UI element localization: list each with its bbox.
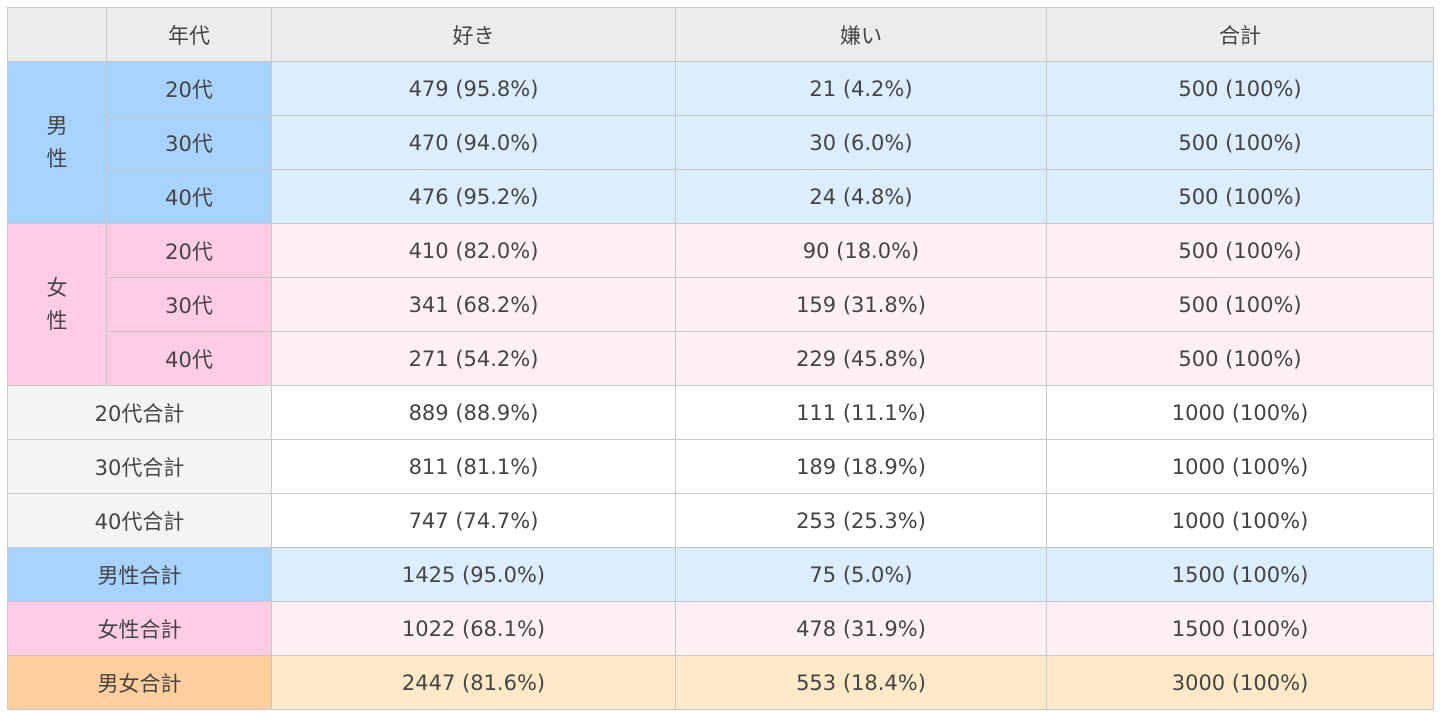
header-row: 年代 好き 嫌い 合計 — [7, 7, 1434, 62]
like-cell: 811 (81.1%) — [271, 439, 676, 494]
table-row: 男性 20代 479 (95.8%) 21 (4.2%) 500 (100%) — [7, 61, 1434, 224]
age-cell: 30代 — [106, 277, 272, 332]
gender-label-female: 女性 — [7, 223, 107, 386]
subtotal-label: 20代合計 — [7, 385, 272, 440]
male-total-row: 男性合計 1425 (95.0%) 75 (5.0%) 1500 (100%) — [7, 547, 1434, 602]
header-age: 年代 — [106, 7, 272, 62]
total-cell: 500 (100%) — [1046, 61, 1434, 116]
grand-total-row: 男女合計 2447 (81.6%) 553 (18.4%) 3000 (100%… — [7, 655, 1434, 710]
female-total-row: 女性合計 1022 (68.1%) 478 (31.9%) 1500 (100%… — [7, 601, 1434, 656]
like-cell: 1022 (68.1%) — [271, 601, 676, 656]
dislike-cell: 189 (18.9%) — [675, 439, 1047, 494]
header-total: 合計 — [1046, 7, 1434, 62]
like-cell: 476 (95.2%) — [271, 169, 676, 224]
header-corner-cell — [7, 7, 107, 62]
like-cell: 2447 (81.6%) — [271, 655, 676, 710]
total-cell: 500 (100%) — [1046, 277, 1434, 332]
dislike-cell: 553 (18.4%) — [675, 655, 1047, 710]
header-like: 好き — [271, 7, 676, 62]
dislike-cell: 159 (31.8%) — [675, 277, 1047, 332]
total-cell: 1000 (100%) — [1046, 439, 1434, 494]
table-row: 女性 20代 410 (82.0%) 90 (18.0%) 500 (100%) — [7, 223, 1434, 386]
table-row: 30代 341 (68.2%) 159 (31.8%) 500 (100%) — [8, 277, 1434, 332]
dislike-cell: 253 (25.3%) — [675, 493, 1047, 548]
female-total-label: 女性合計 — [7, 601, 272, 656]
dislike-cell: 21 (4.2%) — [675, 61, 1047, 116]
subtotal-row: 40代合計 747 (74.7%) 253 (25.3%) 1000 (100%… — [7, 493, 1434, 548]
total-cell: 3000 (100%) — [1046, 655, 1434, 710]
age-cell: 40代 — [106, 169, 272, 224]
dislike-cell: 478 (31.9%) — [675, 601, 1047, 656]
like-cell: 410 (82.0%) — [271, 223, 676, 278]
like-cell: 1425 (95.0%) — [271, 547, 676, 602]
dislike-cell: 75 (5.0%) — [675, 547, 1047, 602]
dislike-cell: 24 (4.8%) — [675, 169, 1047, 224]
subtotal-label: 30代合計 — [7, 439, 272, 494]
age-cell: 40代 — [106, 331, 272, 386]
table-row: 30代 470 (94.0%) 30 (6.0%) 500 (100%) — [8, 115, 1434, 170]
subtotal-row: 20代合計 889 (88.9%) 111 (11.1%) 1000 (100%… — [7, 385, 1434, 440]
like-cell: 747 (74.7%) — [271, 493, 676, 548]
total-cell: 1000 (100%) — [1046, 385, 1434, 440]
total-cell: 500 (100%) — [1046, 115, 1434, 170]
dislike-cell: 111 (11.1%) — [675, 385, 1047, 440]
table-row: 40代 271 (54.2%) 229 (45.8%) 500 (100%) — [8, 331, 1434, 386]
subtotal-row: 30代合計 811 (81.1%) 189 (18.9%) 1000 (100%… — [7, 439, 1434, 494]
male-total-label: 男性合計 — [7, 547, 272, 602]
table-row: 40代 476 (95.2%) 24 (4.8%) 500 (100%) — [8, 169, 1434, 224]
age-cell: 20代 — [106, 223, 272, 278]
age-cell: 30代 — [106, 115, 272, 170]
total-cell: 1500 (100%) — [1046, 547, 1434, 602]
dislike-cell: 90 (18.0%) — [675, 223, 1047, 278]
like-cell: 470 (94.0%) — [271, 115, 676, 170]
total-cell: 500 (100%) — [1046, 223, 1434, 278]
total-cell: 1500 (100%) — [1046, 601, 1434, 656]
like-cell: 341 (68.2%) — [271, 277, 676, 332]
like-cell: 889 (88.9%) — [271, 385, 676, 440]
age-cell: 20代 — [106, 61, 272, 116]
dislike-cell: 229 (45.8%) — [675, 331, 1047, 386]
gender-label-male: 男性 — [7, 61, 107, 224]
grand-total-label: 男女合計 — [7, 655, 272, 710]
header-dislike: 嫌い — [675, 7, 1047, 62]
total-cell: 1000 (100%) — [1046, 493, 1434, 548]
subtotal-label: 40代合計 — [7, 493, 272, 548]
survey-results-table: 年代 好き 嫌い 合計 男性 20代 479 (95.8%) 21 (4.2%)… — [7, 7, 1434, 710]
like-cell: 271 (54.2%) — [271, 331, 676, 386]
like-cell: 479 (95.8%) — [271, 61, 676, 116]
dislike-cell: 30 (6.0%) — [675, 115, 1047, 170]
total-cell: 500 (100%) — [1046, 331, 1434, 386]
total-cell: 500 (100%) — [1046, 169, 1434, 224]
